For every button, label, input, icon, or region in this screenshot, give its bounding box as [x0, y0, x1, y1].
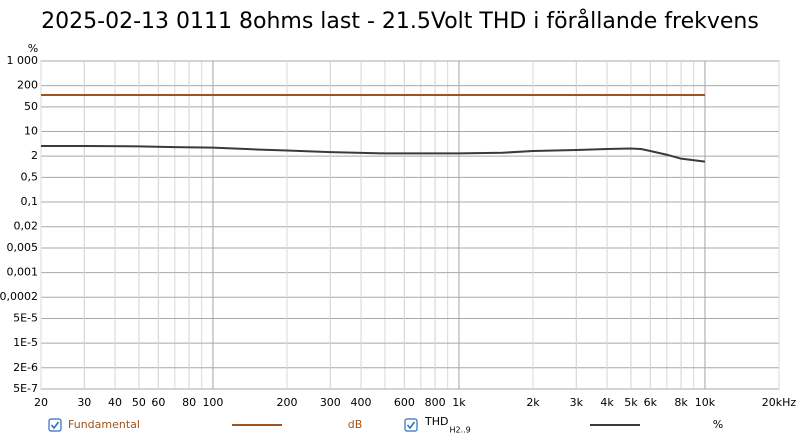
x-tick-label: 5k [624, 396, 638, 409]
y-tick-label: 0,001 [7, 266, 39, 279]
x-tick-label: 2k [526, 396, 540, 409]
y-tick-label: 0,005 [7, 241, 39, 254]
legend-subscript: H2..9 [449, 426, 470, 435]
x-tick-label: 1k [452, 396, 466, 409]
x-tick-label: 50 [132, 396, 146, 409]
x-tick-label: 300 [320, 396, 341, 409]
y-tick-label: 10 [24, 125, 38, 138]
legend-label: Fundamental [68, 418, 140, 431]
x-tick-label: 100 [202, 396, 223, 409]
x-tick-label: 20kHz [762, 396, 797, 409]
y-tick-label: 5E-7 [13, 382, 38, 395]
y-tick-label: 2E-6 [13, 361, 38, 374]
x-tick-label: 3k [570, 396, 584, 409]
legend-check [406, 421, 416, 430]
x-tick-label: 40 [108, 396, 122, 409]
x-tick-label: 400 [351, 396, 372, 409]
legend-checkbox [48, 418, 62, 432]
y-tick-label: 0,5 [21, 170, 39, 183]
y-tick-label: 50 [24, 100, 38, 113]
legend-label: THD [424, 415, 448, 428]
x-tick-label: 80 [182, 396, 196, 409]
plot-frame [40, 60, 780, 390]
x-tick-label: 20 [34, 396, 48, 409]
legend-checkbox [404, 418, 418, 432]
x-tick-label: 8k [674, 396, 688, 409]
y-tick-label: 200 [17, 79, 38, 92]
y-tick-label: 1 000 [7, 54, 39, 67]
x-tick-label: 60 [151, 396, 165, 409]
legend-unit: % [713, 418, 723, 431]
legend-check [50, 421, 60, 430]
y-tick-label: 2 [31, 149, 38, 162]
x-tick-label: 6k [644, 396, 658, 409]
series-line [41, 144, 706, 163]
y-axis-label: % [28, 42, 38, 55]
x-tick-label: 30 [77, 396, 91, 409]
y-tick-label: 0,1 [21, 195, 39, 208]
x-tick-label: 200 [277, 396, 298, 409]
legend-unit: dB [348, 418, 363, 431]
y-tick-label: 5E-5 [13, 311, 38, 324]
y-tick-label: 0,0002 [0, 290, 38, 303]
x-tick-label: 10k [695, 396, 716, 409]
chart-title: 2025-02-13 0111 8ohms last - 21.5Volt TH… [41, 8, 759, 34]
x-tick-label: 600 [394, 396, 415, 409]
x-tick-label: 4k [600, 396, 614, 409]
x-tick-label: 800 [425, 396, 446, 409]
y-tick-label: 1E-5 [13, 336, 38, 349]
y-tick-label: 0,02 [14, 220, 39, 233]
